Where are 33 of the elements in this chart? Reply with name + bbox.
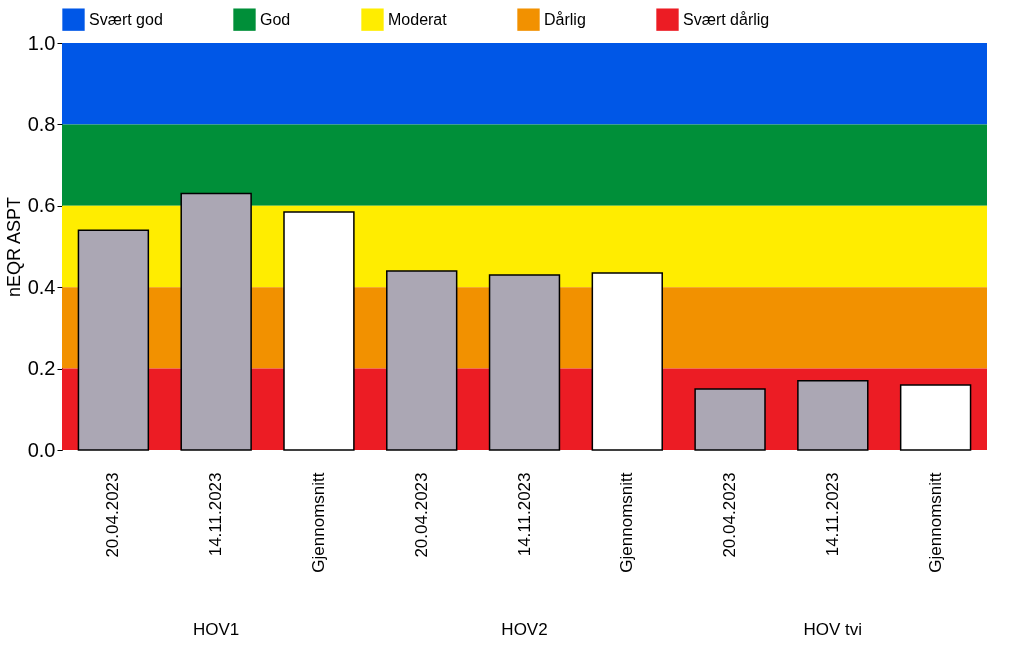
y-tick-label: 0.4 (27, 275, 56, 298)
bar (488, 274, 561, 451)
legend-label: Svært dårlig (683, 10, 770, 28)
y-tick-label: 0.6 (27, 194, 56, 217)
legend-label: Svært god (89, 10, 163, 28)
y-tick-label: 1.0 (27, 31, 56, 54)
legend-label: Moderat (388, 10, 448, 28)
bar (797, 380, 869, 451)
x-tick-label: Gjennomsnitt (308, 472, 328, 573)
legend-label: Dårlig (544, 10, 586, 28)
y-tick-label: 0.2 (27, 357, 56, 380)
x-tick-label: 20.04.2023 (103, 472, 123, 558)
text: HOV2 (501, 620, 548, 639)
bar (694, 388, 766, 451)
x-tick-label: 14.11.2023 (822, 472, 842, 557)
y-tick-label: 0.0 (27, 438, 56, 461)
x-tick-label: Gjennomsnitt (925, 472, 945, 573)
bar (591, 272, 663, 451)
bar (180, 192, 252, 451)
x-tick-label: 20.04.2023 (411, 472, 431, 558)
legend-label: God (260, 10, 291, 28)
x-tick-label: 20.04.2023 (720, 472, 740, 558)
bar (899, 384, 972, 451)
y-tick-label: 0.8 (27, 112, 56, 135)
text: HOV1 (193, 620, 240, 639)
x-tick-label: 14.11.2023 (514, 472, 534, 557)
x-tick-label: Gjennomsnitt (617, 472, 637, 573)
text: HOV tvi (803, 620, 863, 639)
bar (283, 211, 355, 451)
bar (77, 229, 150, 451)
x-tick-label: 14.11.2023 (206, 472, 226, 557)
y-axis-title: nEQR ASPT (3, 196, 24, 298)
bar (386, 270, 458, 451)
